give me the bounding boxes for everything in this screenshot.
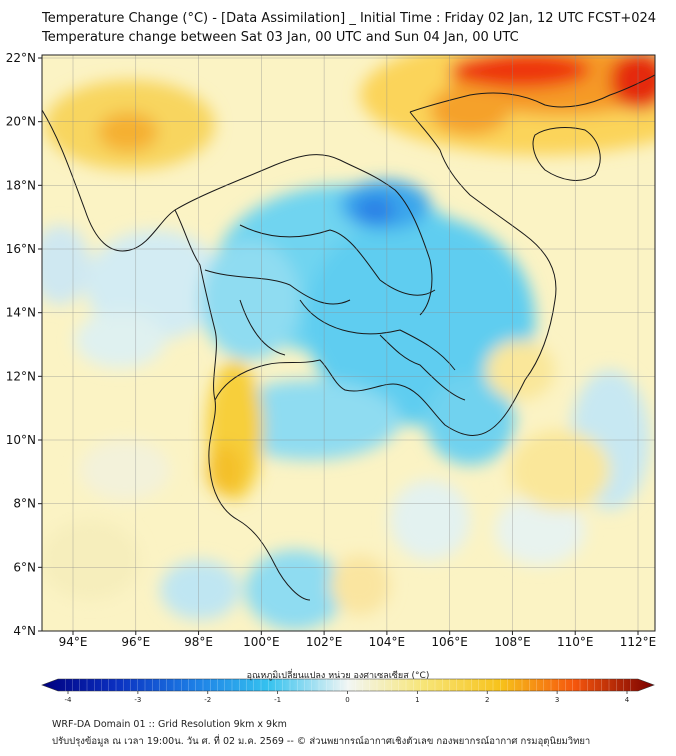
graticule: [42, 55, 655, 632]
colorbar-tick-label: 1: [415, 696, 419, 704]
model-info: WRF-DA Domain 01 :: Grid Resolution 9km …: [52, 719, 287, 730]
lon-tick-label: 104°E: [369, 635, 406, 649]
colorbar: -4 -3 -2 -1 0 1 2 3 4: [41, 678, 655, 704]
colorbar-tick-label: -1: [274, 696, 281, 704]
colorbar-tick-label: -4: [65, 696, 73, 704]
colorbar-segments: [65, 679, 631, 691]
lat-tick-label: 20°N: [6, 115, 36, 129]
lon-tick-label: 110°E: [557, 635, 594, 649]
lon-tick-label: 102°E: [306, 635, 343, 649]
coastlines: [42, 74, 655, 601]
lon-tick-label: 96°E: [121, 635, 150, 649]
lon-tick-label: 106°E: [431, 635, 468, 649]
chart-title: Temperature Change (°C) - [Data Assimila…: [42, 11, 657, 26]
lon-tick-label: 108°E: [494, 635, 531, 649]
colorbar-ticks: -4 -3 -2 -1 0 1 2 3 4: [65, 691, 630, 704]
chart-subtitle: Temperature change between Sat 03 Jan, 0…: [42, 30, 519, 45]
lon-tick-label: 94°E: [59, 635, 88, 649]
colorbar-title: อุณหภูมิเปลี่ยนแปลง หน่วย องศาเซลเซียส (…: [246, 671, 430, 681]
colorbar-tick-label: 4: [625, 696, 630, 704]
lon-tick-label: 100°E: [243, 635, 280, 649]
colorbar-tick-label: -2: [204, 696, 211, 704]
temperature-field: [42, 55, 655, 631]
lon-tick-label: 98°E: [184, 635, 213, 649]
lat-tick-label: 12°N: [6, 369, 36, 383]
lat-tick-label: 4°N: [13, 624, 36, 638]
lat-tick-label: 8°N: [13, 497, 36, 511]
latitude-axis: 22°N 20°N 18°N 16°N 14°N 12°N 10°N 8°N 6°N 4°N: [6, 51, 42, 638]
lon-tick-label: 112°E: [620, 635, 657, 649]
update-info: ปรับปรุงข้อมูล ณ เวลา 19:00น. วัน ศ. ที่…: [52, 736, 591, 747]
lat-tick-label: 10°N: [6, 433, 36, 447]
lat-tick-label: 16°N: [6, 242, 36, 256]
map-frame: [41, 54, 656, 632]
colorbar-tick-label: -3: [134, 696, 141, 704]
colorbar-tick-label: 0: [345, 696, 349, 704]
lat-tick-label: 6°N: [13, 560, 36, 574]
colorbar-tick-label: 2: [485, 696, 489, 704]
lat-tick-label: 18°N: [6, 178, 36, 192]
lat-tick-label: 14°N: [6, 306, 36, 320]
lat-tick-label: 22°N: [6, 51, 36, 65]
longitude-axis: 94°E 96°E 98°E 100°E 102°E 104°E 106°E 108°E 110…: [59, 631, 657, 649]
colorbar-tick-label: 3: [555, 696, 559, 704]
